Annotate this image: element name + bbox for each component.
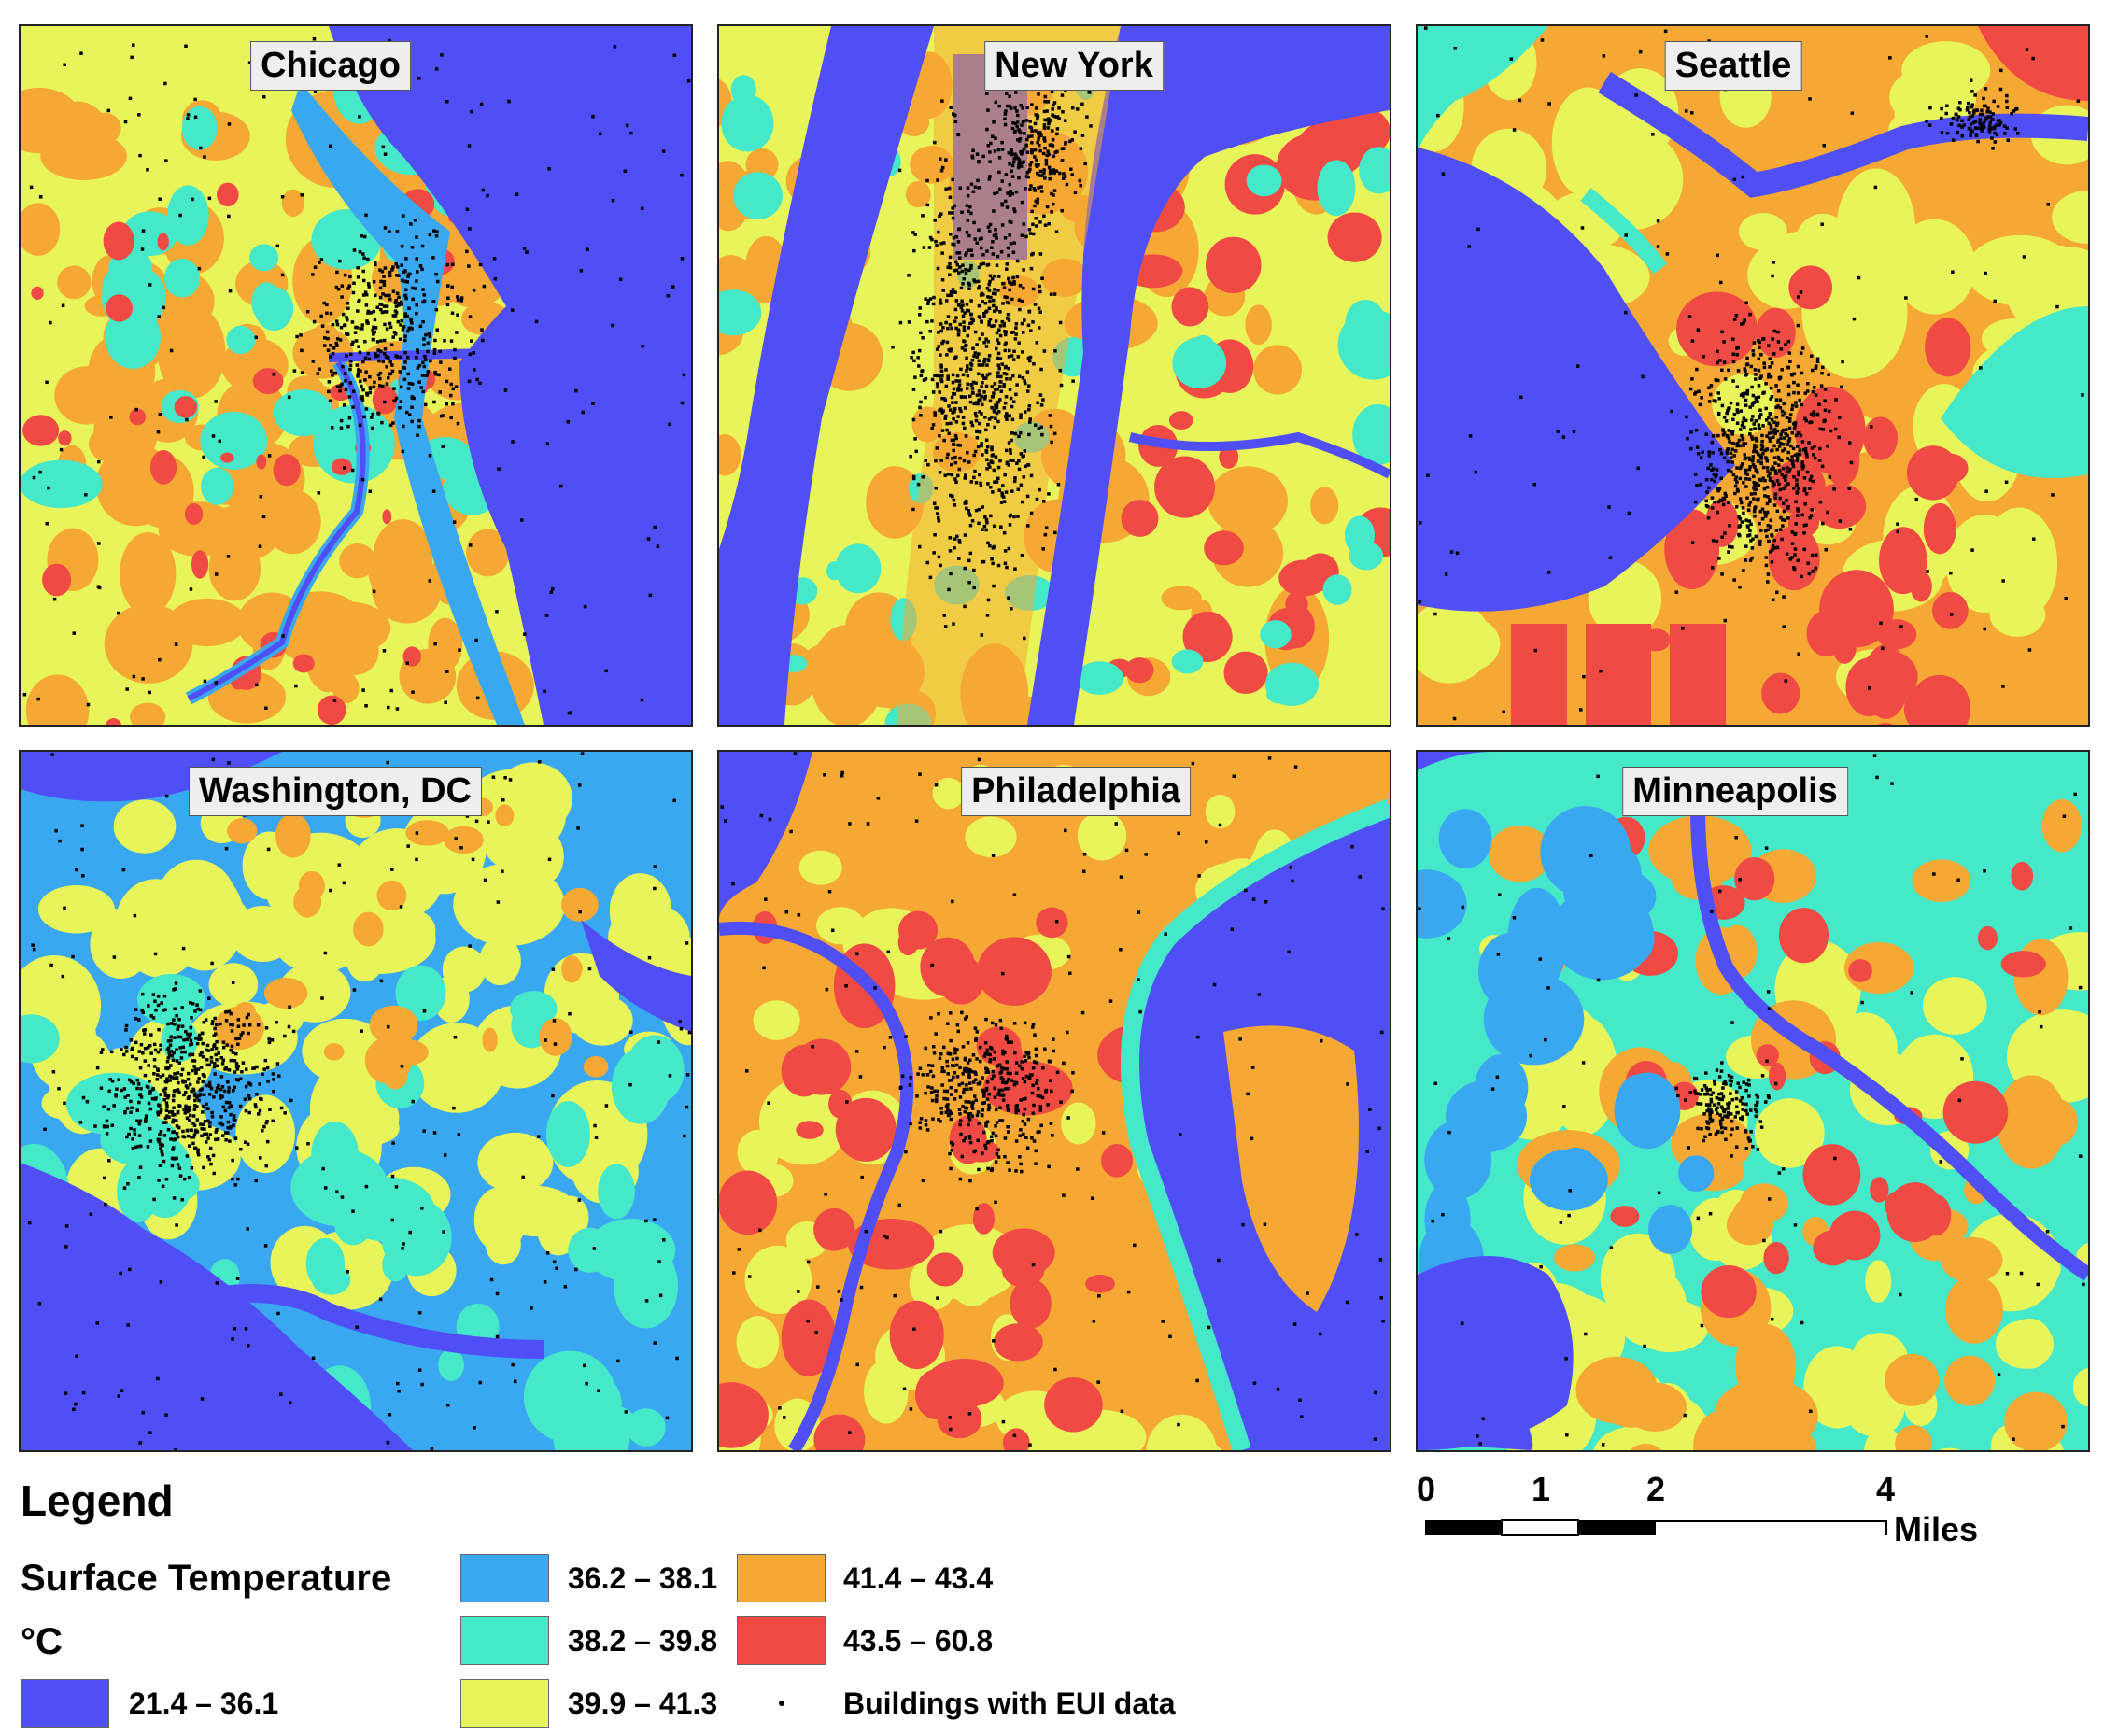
map-panel-seattle: Seattle [1416,24,2090,727]
legend-label-6: 43.5 – 60.8 [843,1624,994,1658]
map-panel-washington-dc: Washington, DC [19,750,693,1452]
scale-tick-4: 4 [1875,1470,1896,1508]
legend-title: Legend [21,1476,174,1525]
legend-label-buildings: Buildings with EUI data [843,1687,1176,1720]
legend-subtitle: Surface Temperature [21,1558,392,1599]
legend-swatch-hot [737,1554,826,1602]
legend-label-4: 39.9 – 41.3 [568,1687,718,1720]
new-york-heat-map [719,26,1390,725]
map-panel-chicago: Chicago [19,24,693,727]
scale-tick-2: 2 [1645,1470,1666,1508]
legend-building-dot-icon [779,1701,784,1706]
legend-swatch-cool [460,1554,549,1602]
legend-swatch-hottest [737,1616,826,1665]
washington-dc-heat-map [21,752,691,1450]
panel-title-seattle: Seattle [1664,41,1802,91]
legend-label-2: 36.2 – 38.1 [568,1561,718,1595]
legend-unit: °C [21,1621,63,1662]
scale-bar [1425,1519,1887,1536]
chicago-heat-map [21,26,691,725]
legend-swatch-water [21,1679,109,1728]
legend-swatch-mild [460,1616,549,1665]
map-panel-minneapolis: Minneapolis [1416,750,2090,1452]
map-panel-philadelphia: Philadelphia [717,750,1391,1452]
panel-title-new-york: New York [984,41,1164,91]
philadelphia-heat-map [719,752,1390,1450]
panel-title-washington-dc: Washington, DC [189,767,482,816]
scale-tick-1: 1 [1531,1470,1551,1508]
scale-tick-0: 0 [1416,1470,1436,1508]
minneapolis-heat-map [1418,752,2088,1450]
panel-title-minneapolis: Minneapolis [1622,767,1848,816]
legend-label-1: 21.4 – 36.1 [129,1687,279,1720]
seattle-heat-map [1418,26,2088,725]
panel-title-chicago: Chicago [250,41,411,91]
map-panel-new-york: New York [717,24,1391,727]
scale-unit: Miles [1894,1510,1979,1548]
legend-label-3: 38.2 – 39.8 [568,1624,718,1658]
legend-label-5: 41.4 – 43.4 [843,1561,994,1595]
legend-swatch-warm [460,1679,549,1728]
panel-title-philadelphia: Philadelphia [961,767,1191,816]
